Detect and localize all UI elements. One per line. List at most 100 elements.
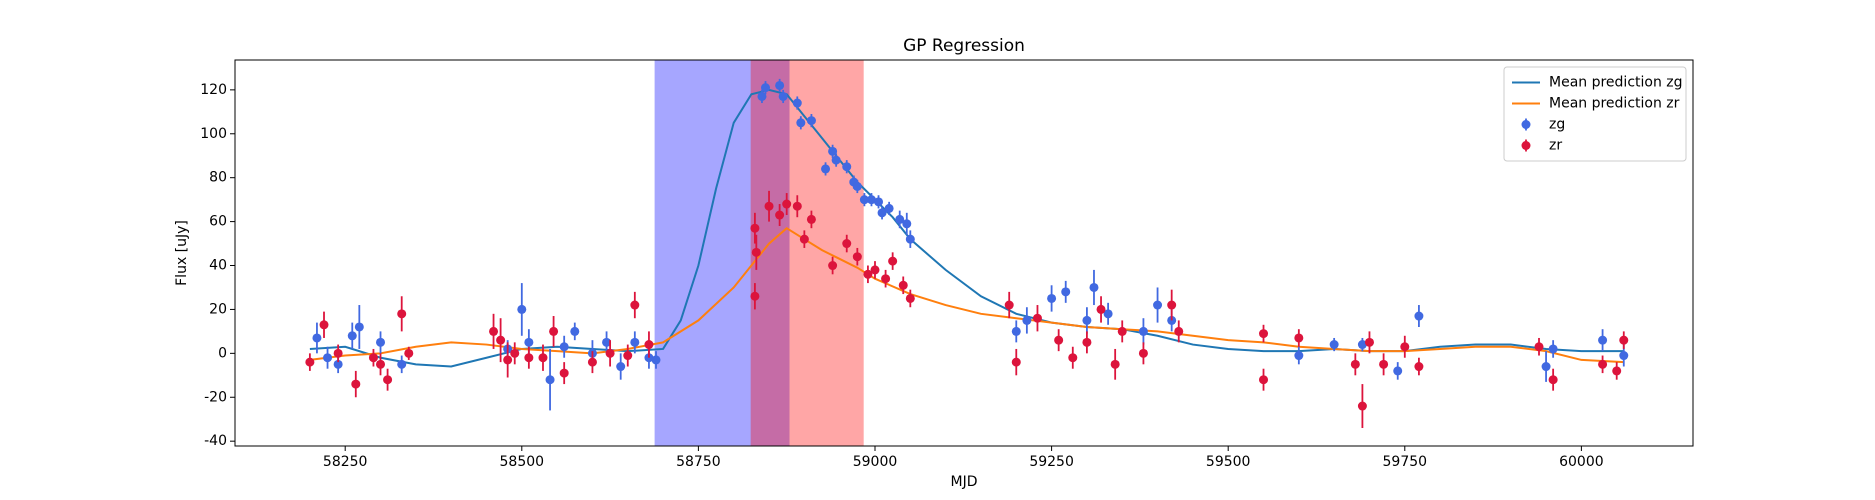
data-point	[347, 331, 357, 341]
data-point	[1054, 335, 1064, 345]
legend-marker	[1521, 120, 1531, 129]
x-tick-label: 59000	[853, 454, 898, 470]
data-point	[1364, 337, 1374, 347]
data-point	[796, 118, 806, 128]
data-point	[404, 348, 414, 358]
shaded-span	[750, 60, 864, 446]
data-point	[644, 340, 654, 350]
data-point	[1011, 326, 1021, 336]
data-point	[852, 252, 862, 262]
data-point	[630, 337, 640, 347]
data-point	[1598, 335, 1608, 345]
data-point	[1089, 282, 1099, 292]
data-point	[319, 320, 329, 330]
data-point	[1294, 333, 1304, 343]
data-point	[870, 265, 880, 275]
x-tick-label: 60000	[1559, 454, 1604, 470]
y-axis-label: Flux [uJy]	[174, 220, 190, 286]
data-point	[1117, 326, 1127, 336]
data-point	[1534, 342, 1544, 352]
data-point	[538, 353, 548, 363]
y-tick-label: 60	[209, 214, 227, 230]
legend-label: Mean prediction zr	[1549, 96, 1680, 112]
data-point	[1082, 315, 1092, 325]
data-point	[368, 353, 378, 363]
data-point	[1357, 340, 1367, 350]
data-point	[333, 359, 343, 369]
data-point	[775, 80, 785, 90]
data-point	[570, 326, 580, 336]
data-point	[630, 300, 640, 310]
data-point	[1138, 326, 1148, 336]
data-point	[775, 210, 785, 220]
data-point	[1294, 351, 1304, 361]
data-point	[1329, 340, 1339, 350]
data-point	[1011, 357, 1021, 367]
data-point	[828, 261, 838, 271]
data-point	[751, 247, 761, 257]
data-point	[1612, 366, 1622, 376]
chart-title: GP Regression	[903, 36, 1025, 56]
data-point	[376, 337, 386, 347]
data-point	[1350, 359, 1360, 369]
data-point	[842, 239, 852, 249]
data-point	[888, 256, 898, 266]
data-point	[898, 280, 908, 290]
data-point	[1619, 335, 1629, 345]
data-point	[852, 181, 862, 191]
data-point	[1082, 337, 1092, 347]
y-tick-label: 100	[200, 126, 227, 142]
data-point	[312, 333, 322, 343]
data-point	[778, 91, 788, 101]
y-tick-label: 20	[209, 301, 227, 317]
data-point	[782, 199, 792, 209]
data-point	[1022, 315, 1032, 325]
data-point	[1548, 375, 1558, 385]
data-point	[764, 201, 774, 211]
data-point	[1153, 300, 1163, 310]
data-point	[792, 201, 802, 211]
data-point	[545, 375, 555, 385]
data-point	[1047, 293, 1057, 303]
data-point	[1167, 300, 1177, 310]
data-point	[905, 234, 915, 244]
data-point	[602, 337, 612, 347]
data-point	[750, 291, 760, 301]
shaded-span	[654, 60, 790, 446]
data-point	[821, 164, 831, 174]
data-point	[874, 197, 884, 207]
data-point	[863, 269, 873, 279]
data-point	[524, 337, 534, 347]
data-point	[757, 91, 767, 101]
y-tick-label: 0	[218, 345, 227, 361]
data-point	[496, 335, 506, 345]
x-tick-label: 59750	[1383, 454, 1428, 470]
data-point	[792, 98, 802, 108]
data-point	[605, 348, 615, 358]
data-point	[1357, 401, 1367, 411]
data-point	[1598, 359, 1608, 369]
data-point	[1138, 348, 1148, 358]
plot-area	[305, 78, 1629, 428]
data-point	[806, 116, 816, 126]
data-point	[1032, 313, 1042, 323]
data-point	[489, 326, 499, 336]
data-point	[1174, 326, 1184, 336]
legend-box	[1503, 66, 1687, 162]
data-point	[1379, 359, 1389, 369]
data-point	[1541, 362, 1551, 372]
data-point	[761, 83, 771, 93]
data-point	[1103, 309, 1113, 319]
data-point	[884, 203, 894, 213]
data-point	[1068, 353, 1078, 363]
data-point	[902, 219, 912, 229]
x-tick-label: 58750	[676, 454, 721, 470]
data-point	[587, 357, 597, 367]
y-tick-label: 120	[200, 82, 227, 98]
data-point	[623, 351, 633, 361]
data-point	[1110, 359, 1120, 369]
data-point	[351, 379, 361, 389]
data-point	[651, 355, 661, 365]
data-point	[323, 353, 333, 363]
data-point	[549, 326, 559, 336]
